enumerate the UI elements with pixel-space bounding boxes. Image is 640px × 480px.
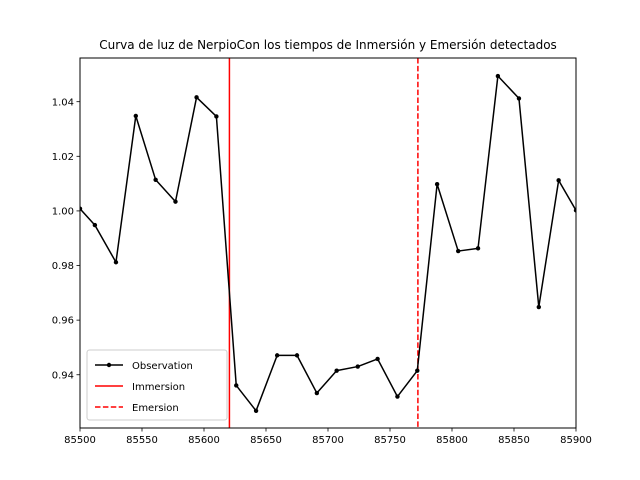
data-point bbox=[355, 364, 360, 369]
data-point bbox=[194, 95, 199, 100]
legend-box bbox=[86, 349, 228, 421]
data-point bbox=[274, 353, 280, 358]
data-point bbox=[214, 114, 219, 119]
data-point bbox=[516, 96, 522, 101]
data-point bbox=[234, 383, 239, 388]
x-tick-label: 85800 bbox=[436, 435, 468, 446]
x-tick-label: 85900 bbox=[560, 435, 592, 446]
y-tick-label: 1.00 bbox=[52, 207, 74, 218]
data-point bbox=[133, 113, 138, 119]
y-tick-label: 0.96 bbox=[52, 316, 74, 327]
data-point bbox=[434, 181, 440, 187]
y-tick-label: 0.98 bbox=[52, 261, 74, 272]
x-tick-label: 85700 bbox=[312, 435, 344, 446]
y-tick-label: 1.04 bbox=[52, 97, 74, 108]
y-tick-label: 0.94 bbox=[52, 370, 74, 381]
data-point bbox=[415, 368, 420, 373]
legend-label-immersion: Immersion bbox=[132, 382, 185, 393]
data-point bbox=[80, 206, 83, 211]
y-axis: 0.94 0.96 0.98 1.00 1.02 1.04 bbox=[52, 97, 80, 381]
data-point bbox=[375, 356, 380, 362]
legend-label-observation: Observation bbox=[132, 361, 193, 372]
legend-label-emersion: Emersion bbox=[132, 403, 179, 414]
x-tick-label: 85550 bbox=[126, 435, 158, 446]
data-point bbox=[475, 246, 481, 251]
x-tick-label: 85850 bbox=[498, 435, 530, 446]
series-line-observation bbox=[80, 75, 576, 412]
series-group bbox=[80, 73, 576, 413]
x-tick-label: 85600 bbox=[188, 435, 220, 446]
data-point bbox=[556, 178, 561, 183]
series-layer bbox=[80, 73, 576, 413]
data-point bbox=[173, 199, 178, 204]
data-point bbox=[253, 408, 259, 413]
data-point bbox=[314, 390, 320, 396]
x-tick-label: 85650 bbox=[250, 435, 282, 446]
data-point bbox=[113, 260, 119, 265]
data-point bbox=[395, 394, 400, 399]
y-tick-label: 1.02 bbox=[52, 152, 74, 163]
data-point bbox=[153, 177, 158, 182]
data-point bbox=[495, 73, 501, 79]
x-tick-label: 85750 bbox=[374, 435, 406, 446]
data-point bbox=[536, 304, 541, 310]
x-tick-label: 85500 bbox=[64, 435, 96, 446]
chart-title: Curva de luz de NerpioCon los tiempos de… bbox=[99, 38, 557, 52]
data-point bbox=[456, 248, 461, 254]
legend: Observation Immersion Emersion bbox=[86, 349, 228, 421]
legend-marker bbox=[106, 362, 112, 368]
data-point bbox=[573, 208, 576, 213]
data-point bbox=[294, 353, 300, 358]
x-axis: 85500 85550 85600 85650 85700 85750 85800 85850… bbox=[64, 428, 592, 446]
data-point bbox=[92, 222, 98, 228]
data-point bbox=[334, 368, 339, 373]
